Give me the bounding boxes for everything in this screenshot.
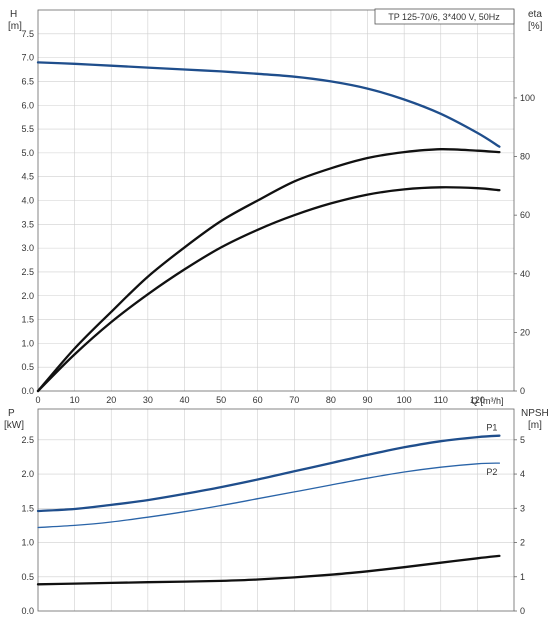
series-line-0-0 xyxy=(36,61,501,148)
x-axis-label-q: Q [m³/h] xyxy=(471,396,504,406)
series-line-0-1 xyxy=(36,148,501,393)
series-line-1-2 xyxy=(36,554,501,586)
y-right-tick-label: 5 xyxy=(520,435,525,445)
y-left-label-p: P xyxy=(8,408,15,419)
y-left-tick-label: 5.5 xyxy=(21,124,34,134)
y-right-unit-eta: [%] xyxy=(528,21,543,32)
y-right-tick-label: 1 xyxy=(520,572,525,582)
x-tick-label: 40 xyxy=(179,395,189,405)
y-left-tick-label: 4.5 xyxy=(21,172,34,182)
y-right-tick-label: 4 xyxy=(520,469,525,479)
y-left-tick-label: 6.0 xyxy=(21,100,34,110)
y-left-tick-label: 3.5 xyxy=(21,219,34,229)
x-tick-label: 30 xyxy=(143,395,153,405)
head-efficiency-plot: 0.0 0.5 1.0 1.5 2.0 2.5 3.0 3.5 4.0 4.5 5.0 5.5 6.0 6… xyxy=(21,9,535,405)
series-p1-line xyxy=(36,434,501,513)
plot-frame xyxy=(37,9,515,392)
y-left-tick-label: 7.5 xyxy=(21,29,34,39)
y-right-tick-label: 60 xyxy=(520,210,530,220)
chart-title-box xyxy=(374,8,515,25)
y-left-tick-label: 1.0 xyxy=(21,338,34,348)
y-left-unit-h: [m] xyxy=(8,21,22,32)
y-left-tick-label: 7.0 xyxy=(21,53,34,63)
y-right-tick-label: 100 xyxy=(520,93,535,103)
y-left-label-h: H xyxy=(10,9,17,20)
x-tick-label: 80 xyxy=(326,395,336,405)
x-tick-label: 90 xyxy=(363,395,373,405)
y-right-unit-npsh: [m] xyxy=(528,420,542,431)
y-left-tick-label: 5.0 xyxy=(21,148,34,158)
x-tick-label: 120 xyxy=(470,395,485,405)
y-left-unit-p: [kW] xyxy=(4,420,24,431)
plot-frame xyxy=(37,408,515,612)
y-left-tick-label: 2.0 xyxy=(21,469,34,479)
series-label-p2: P2 xyxy=(486,467,497,477)
x-tick-label: 70 xyxy=(289,395,299,405)
x-tick-label: 100 xyxy=(397,395,412,405)
y-left-tick-label: 4.0 xyxy=(21,196,34,206)
y-left-tick-label: 1.0 xyxy=(21,538,34,548)
y-right-label-npsh: NPSH xyxy=(521,408,549,419)
y-left-tick-label: 2.0 xyxy=(21,291,34,301)
y-left-tick-label: 0.5 xyxy=(21,572,34,582)
series-line-0-2 xyxy=(36,186,501,393)
y-left-tick-label: 1.5 xyxy=(21,503,34,513)
y-left-tick-label: 2.5 xyxy=(21,435,34,445)
x-tick-label: 110 xyxy=(434,395,448,405)
x-tick-label: 10 xyxy=(70,395,80,405)
x-tick-label: 0 xyxy=(35,395,40,405)
y-left-tick-label: 0.0 xyxy=(21,606,34,616)
y-left-tick-label: 6.5 xyxy=(21,76,34,86)
y-right-tick-label: 20 xyxy=(520,327,530,337)
y-left-tick-label: 2.5 xyxy=(21,267,34,277)
x-tick-label: 50 xyxy=(216,395,226,405)
y-left-tick-label: 0.5 xyxy=(21,362,34,372)
y-left-tick-label: 3.0 xyxy=(21,243,34,253)
chart-title: TP 125-70/6, 3*400 V, 50Hz xyxy=(388,12,500,22)
y-right-tick-label: 2 xyxy=(520,538,525,548)
power-npsh-plot: 0.0 0.5 1.0 1.5 2.0 2.5 0 1 2 3 4 5 P1 P2 xyxy=(21,408,525,616)
y-right-label-eta: eta xyxy=(528,9,542,20)
series-p2-line xyxy=(37,462,501,529)
series-label-p1: P1 xyxy=(486,423,497,433)
y-left-tick-label: 0.0 xyxy=(21,386,34,396)
y-right-tick-label: 80 xyxy=(520,152,530,162)
x-tick-label: 20 xyxy=(106,395,116,405)
x-tick-label: 60 xyxy=(253,395,263,405)
y-left-tick-label: 1.5 xyxy=(21,315,34,325)
y-right-tick-label: 0 xyxy=(520,386,525,396)
y-right-tick-label: 3 xyxy=(520,503,525,513)
y-right-tick-label: 0 xyxy=(520,606,525,616)
y-right-tick-label: 40 xyxy=(520,269,530,279)
